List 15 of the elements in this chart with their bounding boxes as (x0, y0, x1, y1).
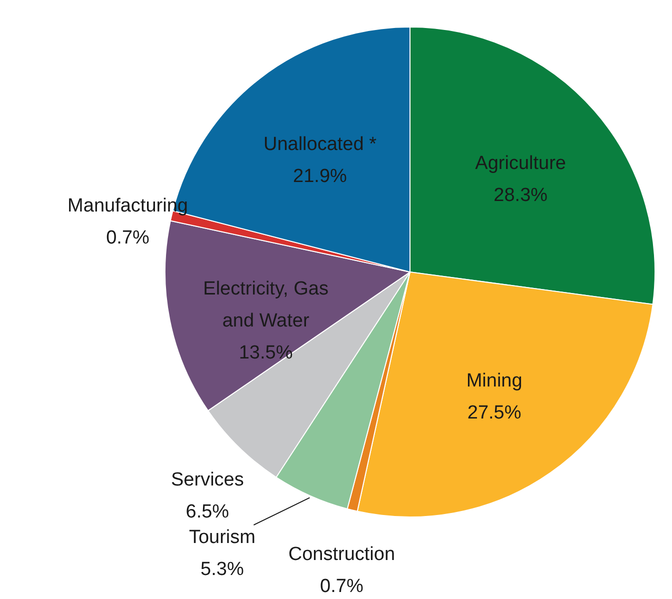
slice-label: Mining (466, 370, 522, 392)
slice-label: Services (170, 470, 244, 491)
slice-label: Construction (288, 544, 396, 565)
data-label: 5.3% (200, 559, 244, 580)
data-label: 0.7% (106, 227, 150, 248)
data-label: 6.5% (186, 502, 230, 523)
data-label: 28.3% (494, 185, 548, 206)
data-label: 13.5% (238, 342, 293, 364)
data-label: 0.7% (320, 576, 364, 597)
data-label: 21.9% (293, 166, 348, 187)
data-label: 27.5% (467, 402, 522, 424)
slice-label: Tourism (188, 527, 256, 548)
slice-label: Unallocated * (263, 134, 378, 155)
slice-label: Agriculture (475, 153, 566, 174)
slice-label: Electricity, Gas and Water (203, 278, 328, 332)
